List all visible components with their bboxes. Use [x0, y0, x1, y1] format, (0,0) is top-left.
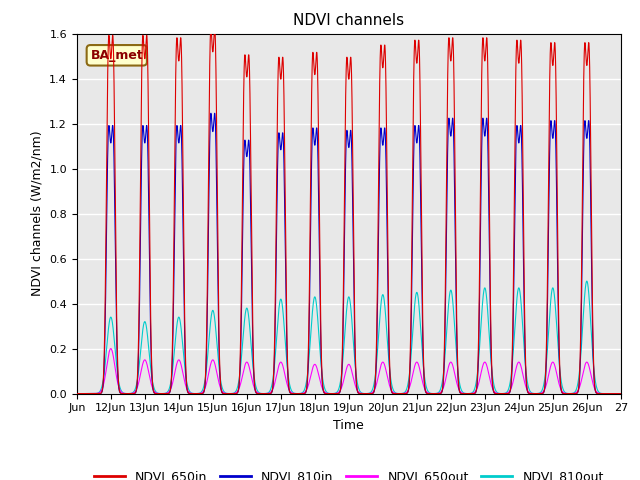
NDVI_650in [541, 373, 549, 379]
Line: NDVI_650in: NDVI_650in [77, 28, 621, 394]
NDVI_810in [211, 110, 218, 116]
Legend: NDVI_650in, NDVI_810in, NDVI_650out, NDVI_810out: NDVI_650in, NDVI_810in, NDVI_650out, NDV… [89, 465, 609, 480]
Text: BA_met: BA_met [90, 49, 143, 62]
NDVI_810out [338, 370, 346, 375]
NDVI_810out [617, 391, 625, 396]
NDVI_650out [107, 346, 115, 351]
NDVI_650out [73, 391, 81, 396]
NDVI_650out [92, 391, 99, 396]
NDVI_650out [617, 391, 625, 396]
NDVI_810out [280, 323, 288, 329]
NDVI_810out [541, 370, 549, 375]
Title: NDVI channels: NDVI channels [293, 13, 404, 28]
NDVI_650out [541, 384, 549, 390]
NDVI_650in [73, 391, 81, 396]
NDVI_810in [338, 374, 346, 380]
NDVI_650in [280, 108, 288, 114]
NDVI_810out [73, 391, 81, 396]
X-axis label: Time: Time [333, 419, 364, 432]
NDVI_810in [280, 171, 288, 177]
NDVI_810in [73, 391, 81, 396]
NDVI_650out [338, 384, 346, 390]
NDVI_650in [617, 391, 625, 396]
NDVI_650in [376, 82, 383, 88]
NDVI_810in [617, 391, 625, 396]
NDVI_810in [376, 156, 383, 161]
NDVI_810in [473, 384, 481, 390]
NDVI_810in [92, 391, 99, 396]
NDVI_810out [92, 391, 99, 396]
NDVI_810out [583, 278, 591, 284]
NDVI_650in [473, 382, 481, 388]
Line: NDVI_650out: NDVI_650out [77, 348, 621, 394]
NDVI_650out [280, 368, 288, 374]
NDVI_810out [376, 317, 383, 323]
NDVI_650in [92, 391, 99, 396]
NDVI_650in [211, 25, 218, 31]
Line: NDVI_810in: NDVI_810in [77, 113, 621, 394]
NDVI_650out [376, 367, 383, 373]
NDVI_810in [541, 377, 549, 383]
NDVI_810out [473, 374, 481, 380]
NDVI_650out [473, 386, 481, 392]
Line: NDVI_810out: NDVI_810out [77, 281, 621, 394]
NDVI_650in [338, 370, 346, 375]
Y-axis label: NDVI channels (W/m2/nm): NDVI channels (W/m2/nm) [31, 131, 44, 297]
